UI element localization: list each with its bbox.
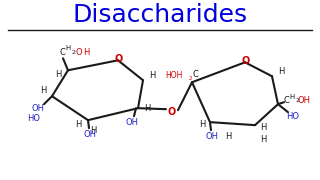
Text: HOH: HOH [165, 71, 183, 80]
Text: HO: HO [286, 112, 300, 121]
Text: O: O [76, 48, 82, 57]
Text: OH: OH [84, 130, 97, 139]
Text: OH: OH [205, 132, 219, 141]
Text: H: H [278, 67, 284, 76]
Text: H: H [55, 70, 61, 79]
Text: 2: 2 [72, 50, 76, 55]
Text: O: O [242, 56, 250, 66]
Text: 2: 2 [296, 98, 300, 103]
Text: H: H [75, 120, 81, 129]
Text: H: H [65, 45, 71, 51]
Text: C: C [59, 48, 65, 57]
Text: H: H [90, 126, 96, 135]
Text: O: O [115, 54, 123, 64]
Text: OH: OH [31, 104, 44, 113]
Text: C: C [283, 96, 289, 105]
Text: OH: OH [125, 118, 139, 127]
Text: C: C [192, 70, 198, 79]
Text: H: H [149, 71, 155, 80]
Text: H: H [225, 132, 231, 141]
Text: H: H [144, 104, 150, 113]
Text: H: H [289, 94, 295, 100]
Text: H: H [260, 123, 266, 132]
Text: H: H [199, 120, 205, 129]
Text: 2: 2 [188, 76, 192, 81]
Text: H: H [260, 135, 266, 144]
Text: HO: HO [28, 114, 41, 123]
Text: H: H [40, 86, 46, 95]
Text: O: O [168, 107, 176, 117]
Text: OH: OH [298, 96, 310, 105]
Text: Disaccharides: Disaccharides [72, 3, 248, 27]
Text: H: H [83, 48, 89, 57]
